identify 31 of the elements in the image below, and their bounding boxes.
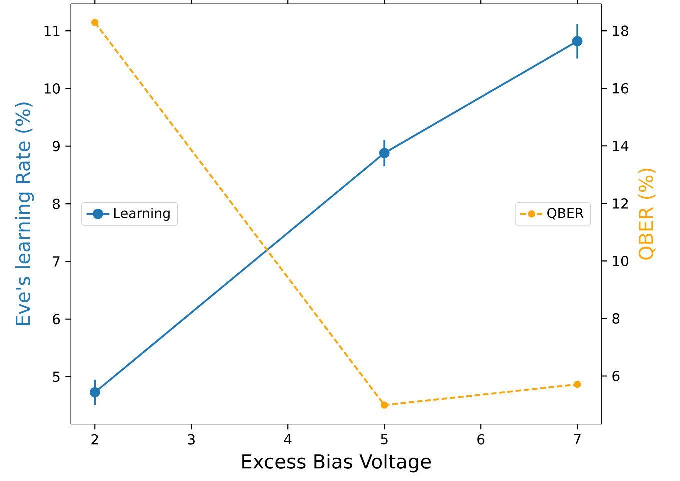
y2-tick-label: 8 [612,313,620,324]
x-tick-label: 2 [92,434,98,445]
y2-tick-label: 14 [613,141,629,152]
point [90,387,100,398]
y2-tick-label: 12 [613,198,628,209]
point [379,148,390,159]
point [574,381,582,388]
x-tick-label: 7 [574,434,581,444]
point [381,402,388,409]
y-tick-label: 9 [53,141,60,152]
y2-tick-label: 16 [613,83,629,94]
legend-label: QBER [548,208,584,220]
y-tick-label: 5 [53,372,60,382]
x-tick-label: 5 [381,434,388,445]
y-tick-label: 10 [44,84,60,94]
y-axis-title: Eve's learning Rate (%) [15,102,34,326]
x-tick-label: 6 [478,434,485,445]
y-tick-label: 6 [53,314,60,325]
point [572,36,583,47]
legend-label: Learning [114,208,170,221]
y-tick-label: 8 [53,198,60,210]
y2-tick-label: 18 [613,26,628,36]
y-tick-label: 11 [44,26,60,36]
x-tick-label: 4 [284,434,292,444]
y2-tick-label: 6 [612,371,620,382]
x-tick-label: 3 [188,434,195,445]
point [92,19,99,26]
y2-axis-title: QBER (%) [638,168,656,260]
y2-tick-label: 10 [613,256,628,266]
y-tick-label: 7 [53,256,60,267]
x-axis-title: Excess Bias Voltage [242,454,432,473]
